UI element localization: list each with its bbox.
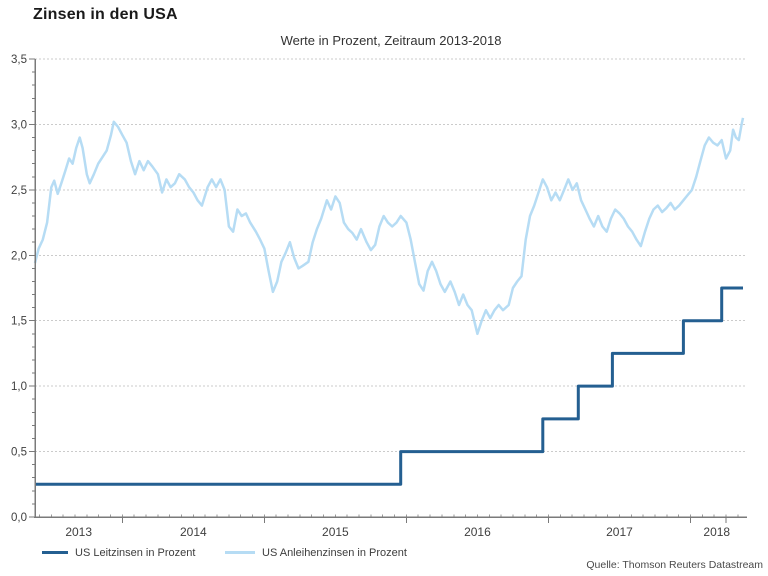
legend-item-anleihenzinsen: US Anleihenzinsen in Prozent (225, 546, 407, 560)
chart-subtitle: Werte in Prozent, Zeitraum 2013-2018 (280, 33, 502, 48)
leitzinsen-line (35, 286, 743, 486)
leitzinsen-line-swatch (42, 550, 68, 554)
x-axis-labels: 2013 2014 2015 2016 2017 2018 (65, 525, 730, 539)
svg-text:2014: 2014 (180, 525, 207, 539)
chart-title: Zinsen in den USA (33, 6, 178, 23)
axes (34, 59, 747, 518)
anleihenzinsen-line-swatch (225, 550, 255, 554)
svg-text:0,5: 0,5 (11, 447, 27, 459)
x-axis-ticks (38, 514, 739, 523)
svg-text:1,5: 1,5 (11, 316, 27, 328)
svg-text:2017: 2017 (606, 525, 633, 539)
svg-text:2015: 2015 (322, 525, 349, 539)
legend-label-anleihenzinsen: US Anleihenzinsen in Prozent (262, 547, 407, 559)
svg-text:3,0: 3,0 (11, 119, 27, 131)
legend-item-leitzinsen: US Leitzinsen in Prozent (42, 546, 195, 560)
svg-text:2016: 2016 (464, 525, 491, 539)
svg-text:2,5: 2,5 (11, 185, 27, 197)
svg-text:2013: 2013 (65, 525, 92, 539)
legend-label-leitzinsen: US Leitzinsen in Prozent (75, 547, 196, 559)
source-note: Quelle: Thomson Reuters Datastream (586, 559, 763, 571)
anleihenzinsen-line (33, 117, 745, 336)
svg-text:2018: 2018 (703, 525, 730, 539)
svg-text:0,0: 0,0 (11, 512, 27, 524)
svg-text:1,0: 1,0 (11, 381, 27, 393)
svg-text:3,5: 3,5 (11, 54, 27, 66)
gridlines (35, 58, 746, 453)
svg-text:2,0: 2,0 (11, 250, 27, 262)
y-axis-ticks: 0,0 0,5 1,0 1,5 2,0 2,5 3,0 3,5 (11, 54, 35, 524)
